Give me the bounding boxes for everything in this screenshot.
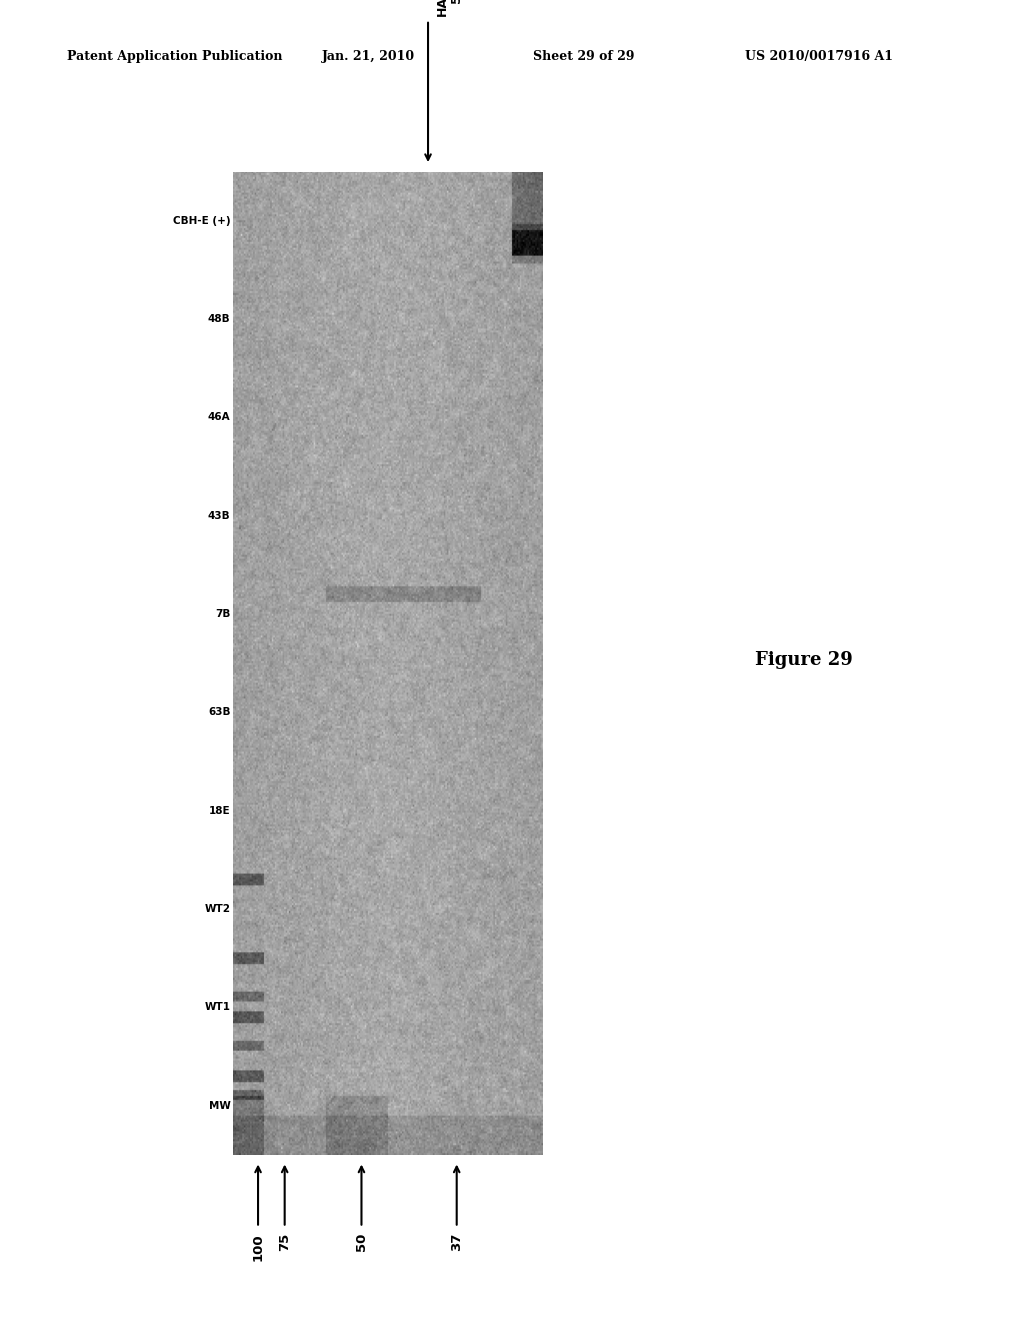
Text: Patent Application Publication: Patent Application Publication xyxy=(67,50,282,63)
Text: 100: 100 xyxy=(252,1233,264,1261)
Text: 18E: 18E xyxy=(209,805,230,816)
Text: 75: 75 xyxy=(279,1233,291,1251)
Text: 63B: 63B xyxy=(208,708,230,718)
Text: Jan. 21, 2010: Jan. 21, 2010 xyxy=(323,50,415,63)
Text: 7B: 7B xyxy=(215,609,230,619)
Text: CBH-E
49 kDa: CBH-E 49 kDa xyxy=(341,618,369,667)
Text: MW: MW xyxy=(209,1101,230,1111)
Text: US 2010/0017916 A1: US 2010/0017916 A1 xyxy=(745,50,893,63)
Text: 43B: 43B xyxy=(208,511,230,521)
Text: WT2: WT2 xyxy=(205,904,230,915)
Text: Figure 29: Figure 29 xyxy=(755,651,853,669)
Text: 37: 37 xyxy=(451,1233,463,1251)
Text: 50: 50 xyxy=(355,1233,368,1251)
Text: 46A: 46A xyxy=(208,412,230,422)
Text: CBH-E (+): CBH-E (+) xyxy=(173,215,230,226)
Text: HAT-CBH-E
52 kDa: HAT-CBH-E 52 kDa xyxy=(436,0,464,16)
Text: WT1: WT1 xyxy=(205,1002,230,1012)
Text: Sheet 29 of 29: Sheet 29 of 29 xyxy=(532,50,635,63)
Text: 48B: 48B xyxy=(208,314,230,325)
